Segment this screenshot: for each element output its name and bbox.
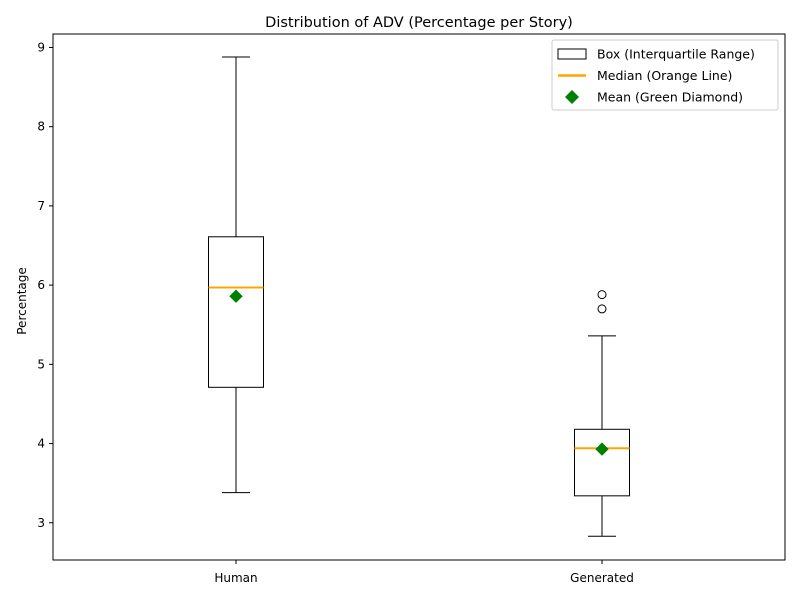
y-tick-label: 4 — [37, 437, 45, 451]
y-tick-label: 7 — [37, 199, 45, 213]
y-tick-label: 9 — [37, 40, 45, 54]
box-group-human — [208, 56, 264, 494]
plot-area: 3 4 5 6 7 8 9 Human Generated — [37, 40, 633, 585]
legend: Box (Interquartile Range) Median (Orange … — [551, 39, 779, 111]
iqr-box — [574, 428, 630, 497]
y-tick-label: 5 — [37, 357, 45, 371]
legend-frame — [551, 39, 779, 111]
y-tick-label: 3 — [37, 516, 45, 530]
legend-label: Mean (Green Diamond) — [597, 90, 743, 105]
mean-marker — [229, 289, 243, 303]
x-tick-label: Human — [214, 571, 257, 585]
box-group-generated — [574, 290, 630, 537]
y-tick-label: 8 — [37, 120, 45, 134]
plot-frame — [52, 33, 786, 561]
legend-mean-swatch — [565, 90, 579, 104]
x-tick-label: Generated — [570, 571, 634, 585]
outlier-point — [597, 304, 607, 314]
mean-marker — [595, 442, 609, 456]
legend-label: Box (Interquartile Range) — [597, 47, 755, 62]
y-tick-label: 6 — [37, 278, 45, 292]
iqr-box — [208, 236, 264, 388]
legend-box-swatch — [557, 48, 587, 60]
chart-title: Distribution of ADV (Percentage per Stor… — [265, 15, 573, 31]
outlier-point — [597, 290, 607, 300]
y-axis-label: Percentage — [15, 267, 29, 335]
legend-label: Median (Orange Line) — [597, 68, 732, 83]
